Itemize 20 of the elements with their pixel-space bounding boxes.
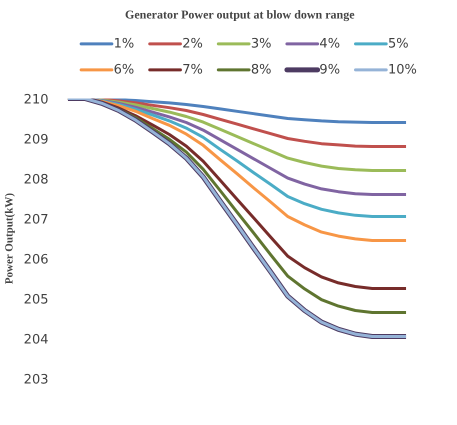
y-tick-label: 204 [24,332,49,348]
legend-label: 2% [182,36,203,52]
legend-label: 1% [114,36,134,52]
legend-label: 9% [319,62,340,78]
y-tick-label: 207 [24,212,49,228]
legend-label: 5% [388,36,409,52]
chart-title: Generator Power output at blow down range [125,8,356,22]
y-tick-label: 205 [24,292,49,308]
y-tick-label: 203 [24,372,49,388]
legend-label: 6% [114,62,134,78]
legend-label: 10% [388,62,417,78]
legend-label: 3% [250,36,272,52]
legend-label: 7% [182,62,203,78]
y-tick-label: 210 [24,92,49,108]
legend-label: 8% [250,62,272,78]
y-tick-label: 209 [24,132,49,148]
y-tick-label: 208 [24,172,49,188]
legend-label: 4% [319,36,340,52]
y-tick-label: 206 [24,252,49,268]
y-axis-title: Power Output(kW) [4,192,16,284]
